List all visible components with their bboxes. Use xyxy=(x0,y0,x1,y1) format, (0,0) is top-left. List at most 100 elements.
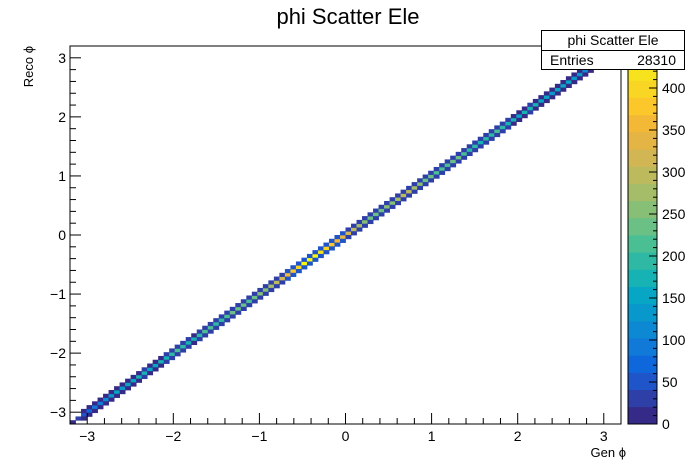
heatmap-bin xyxy=(328,238,335,243)
heatmap-bin xyxy=(284,276,291,281)
heatmap-bin xyxy=(538,102,545,107)
heatmap-bin xyxy=(323,246,330,251)
heatmap-bin xyxy=(455,159,462,164)
heatmap-bin xyxy=(554,87,561,92)
y-axis-label: Reco ϕ xyxy=(21,46,36,87)
heatmap-bin xyxy=(395,193,401,198)
heatmap-bin xyxy=(554,91,561,96)
heatmap-bin xyxy=(576,72,583,77)
heatmap-bin xyxy=(185,344,192,349)
heatmap-bin xyxy=(169,352,176,357)
color-scale-segment xyxy=(628,355,657,373)
heatmap-bin xyxy=(152,359,159,364)
heatmap-bin xyxy=(169,348,176,353)
heatmap-bin xyxy=(191,340,198,346)
heatmap-bin xyxy=(444,159,451,164)
heatmap-bin xyxy=(543,95,550,100)
heatmap-bin xyxy=(295,269,302,274)
heatmap-bin xyxy=(141,367,148,372)
heatmap-bin xyxy=(521,110,528,115)
heatmap-bin xyxy=(538,98,545,104)
heatmap-bin xyxy=(384,204,390,209)
heatmap-bin xyxy=(466,148,473,153)
heatmap-bin xyxy=(103,397,109,402)
heatmap-bin xyxy=(549,87,556,92)
heatmap-bin xyxy=(191,333,198,338)
heatmap-bin xyxy=(367,212,374,217)
color-scale-segment xyxy=(628,406,657,425)
heatmap-bin xyxy=(196,333,203,338)
heatmap-bin xyxy=(136,371,143,376)
heatmap-bin xyxy=(306,261,313,266)
heatmap-bin xyxy=(81,408,87,414)
heatmap-bin xyxy=(147,363,154,368)
heatmap-bin xyxy=(532,98,539,104)
y-tick-label: 3 xyxy=(58,50,66,66)
heatmap-bin xyxy=(466,151,473,157)
heatmap-bin xyxy=(97,397,104,402)
heatmap-bin xyxy=(147,371,154,376)
heatmap-bin xyxy=(521,114,528,119)
heatmap-bin xyxy=(411,185,418,191)
heatmap-bin xyxy=(571,72,578,77)
heatmap-bin xyxy=(516,117,523,122)
color-scale-segment xyxy=(628,166,657,184)
stats-entries-row: Entries 28310 xyxy=(542,51,684,70)
heatmap-bin xyxy=(92,408,98,414)
heatmap-bin xyxy=(268,280,275,285)
heatmap-bin xyxy=(389,204,396,209)
heatmap-bin xyxy=(224,314,231,319)
heatmap-bin xyxy=(422,174,429,179)
x-tick-label: 2 xyxy=(514,428,522,444)
heatmap-bin xyxy=(527,110,534,115)
heatmap-bin xyxy=(317,246,324,251)
y-tick-label: 0 xyxy=(58,227,66,243)
heatmap-bin xyxy=(428,174,435,179)
heatmap-bin xyxy=(439,166,446,172)
heatmap-bin xyxy=(532,102,539,107)
z-tick-label: 200 xyxy=(662,248,686,264)
heatmap-bin xyxy=(483,136,490,141)
heatmap-bin xyxy=(565,80,572,85)
heatmap-bin xyxy=(521,106,528,111)
heatmap-bin xyxy=(339,231,346,236)
heatmap-bin xyxy=(499,129,506,134)
stats-box: phi Scatter Ele Entries 28310 xyxy=(541,30,685,70)
heatmap-bin xyxy=(86,405,93,410)
z-tick-label: 150 xyxy=(662,290,686,306)
heatmap-bin xyxy=(499,125,506,130)
color-scale-segment xyxy=(628,389,657,408)
heatmap-bin xyxy=(560,80,567,85)
color-scale-segment xyxy=(628,131,657,150)
color-scale-segment xyxy=(628,303,657,322)
heatmap-bin xyxy=(240,299,247,304)
stats-title: phi Scatter Ele xyxy=(542,31,684,51)
color-scale-segment xyxy=(628,149,657,167)
heatmap-bin xyxy=(114,393,120,398)
heatmap-bin xyxy=(483,132,490,138)
heatmap-bin xyxy=(505,121,512,126)
z-tick-label: 50 xyxy=(662,374,678,390)
heatmap-bin xyxy=(328,242,335,247)
heatmap-bin xyxy=(251,295,258,300)
heatmap-bin xyxy=(516,110,523,115)
heatmap-bin xyxy=(246,295,253,300)
heatmap-bin xyxy=(114,389,120,395)
heatmap-bin xyxy=(312,250,319,255)
heatmap-bin xyxy=(439,163,446,168)
heatmap-bin xyxy=(422,178,429,183)
heatmap-bin xyxy=(384,208,390,213)
heatmap-bin xyxy=(119,389,126,395)
heatmap-bin xyxy=(477,136,484,141)
heatmap-bin xyxy=(576,68,583,73)
heatmap-bin xyxy=(411,182,418,187)
heatmap-bin xyxy=(323,242,330,247)
heatmap-bin xyxy=(191,337,198,342)
color-scale-segment xyxy=(628,320,657,339)
y-tick-label: −3 xyxy=(50,404,66,420)
x-tick-label: 0 xyxy=(342,428,350,444)
color-scale-segment xyxy=(628,183,657,202)
color-scale-segment xyxy=(628,97,657,116)
heatmap-bin xyxy=(229,310,236,315)
heatmap-bin xyxy=(433,170,440,175)
